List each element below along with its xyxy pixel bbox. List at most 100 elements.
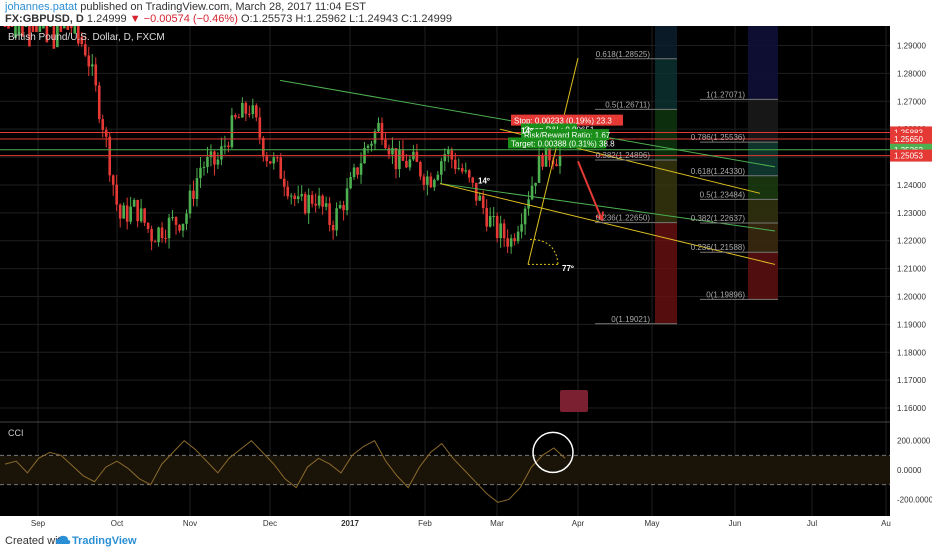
candle-body bbox=[398, 150, 401, 170]
fib-label: 1(1.27071) bbox=[706, 90, 745, 99]
price-tag-text: 1.25650 bbox=[894, 135, 923, 144]
channel-line-yellow-lower bbox=[439, 183, 776, 265]
time-tick: Jun bbox=[729, 519, 742, 528]
candle-body bbox=[143, 208, 146, 223]
candle-body bbox=[471, 177, 475, 183]
price-chart[interactable]: 0.618(1.28525) 0.5(1.26711) 0.382(1.24896)… bbox=[0, 26, 932, 531]
candle-body bbox=[146, 222, 150, 229]
fib-zone bbox=[655, 222, 677, 324]
candle-body bbox=[248, 113, 251, 115]
candle-body bbox=[558, 155, 562, 167]
candle-body bbox=[520, 224, 523, 232]
candle-body bbox=[101, 119, 105, 130]
candle-body bbox=[419, 161, 422, 177]
candle-body bbox=[136, 199, 139, 222]
fib-label: 0.618(1.28525) bbox=[596, 50, 651, 59]
candle-body bbox=[331, 224, 335, 231]
candle-body bbox=[38, 26, 42, 32]
candle-body bbox=[352, 167, 356, 178]
candle-body bbox=[450, 150, 454, 160]
candle-body bbox=[164, 238, 167, 240]
publish-info: published on TradingView.com, March 28, … bbox=[77, 1, 366, 13]
time-tick: Sep bbox=[31, 519, 46, 528]
candle-body bbox=[384, 139, 387, 149]
candle-body bbox=[209, 151, 213, 158]
candle-body bbox=[265, 156, 269, 162]
candle-body bbox=[188, 190, 192, 214]
candle-body bbox=[537, 154, 541, 183]
fib-label: 0(1.19021) bbox=[611, 315, 650, 324]
created-with-text: Created with bbox=[5, 535, 67, 547]
candle-body bbox=[373, 131, 377, 144]
chart-title: British Pound/U.S. Dollar, D, FXCM bbox=[8, 32, 165, 43]
candle-body bbox=[192, 190, 195, 199]
candle-body bbox=[307, 194, 310, 214]
candle-body bbox=[380, 122, 384, 140]
candle-body bbox=[453, 159, 457, 170]
candle-body bbox=[77, 26, 80, 44]
price-tick: 1.27000 bbox=[897, 97, 926, 106]
candle-body bbox=[42, 26, 45, 29]
angle-label: 14º bbox=[478, 177, 490, 186]
candle-body bbox=[356, 167, 359, 175]
cci-line bbox=[4, 440, 566, 503]
fib-label: 0.236(1.21588) bbox=[691, 243, 746, 252]
candle-body bbox=[293, 195, 297, 200]
candle-body bbox=[255, 105, 258, 118]
candle-body bbox=[24, 26, 28, 27]
candle-body bbox=[485, 208, 488, 227]
candle-body bbox=[230, 115, 234, 148]
fib-zone bbox=[748, 26, 778, 100]
candle-body bbox=[132, 199, 136, 207]
candle-body bbox=[94, 64, 98, 86]
candle-body bbox=[324, 203, 328, 207]
candle-body bbox=[31, 26, 35, 32]
candle-body bbox=[478, 195, 482, 201]
fib-zone bbox=[748, 175, 778, 200]
candle-body bbox=[202, 167, 206, 169]
author-link[interactable]: johannes.patat bbox=[5, 1, 78, 13]
candle-body bbox=[115, 184, 118, 205]
time-tick: Dec bbox=[263, 519, 277, 528]
candle-body bbox=[460, 168, 464, 172]
candle-body bbox=[28, 26, 31, 47]
candle-body bbox=[328, 203, 331, 225]
candle-body bbox=[237, 117, 241, 119]
candle-body bbox=[433, 179, 436, 188]
fib-label: 0.382(1.22637) bbox=[691, 214, 746, 223]
candle-body bbox=[321, 195, 324, 207]
angle-label: 14º bbox=[521, 126, 533, 135]
candle-body bbox=[457, 168, 461, 170]
price-tick: 1.18000 bbox=[897, 348, 926, 357]
candle-body bbox=[262, 137, 265, 157]
fib-zone bbox=[655, 159, 677, 223]
candle-body bbox=[234, 115, 237, 118]
candle-body bbox=[14, 26, 17, 38]
candle-body bbox=[370, 143, 373, 146]
fib-zones bbox=[655, 26, 778, 324]
candle-body bbox=[377, 122, 380, 132]
candle-body bbox=[300, 194, 303, 197]
fib-label: 0.382(1.24896) bbox=[596, 151, 651, 160]
candle-body bbox=[241, 103, 244, 118]
candle-body bbox=[171, 217, 174, 219]
candle-body bbox=[516, 231, 520, 242]
candle-body bbox=[464, 170, 468, 172]
tradingview-link[interactable]: TradingView bbox=[72, 535, 137, 547]
candle-body bbox=[481, 195, 485, 209]
grid bbox=[0, 26, 890, 516]
candle-body bbox=[160, 227, 164, 239]
candle-body bbox=[391, 148, 394, 155]
candle-body bbox=[555, 164, 558, 167]
time-tick: 2017 bbox=[341, 519, 359, 528]
candle-body bbox=[80, 36, 84, 45]
chart-header: johannes.patat published on TradingView.… bbox=[0, 0, 932, 26]
candle-body bbox=[35, 26, 38, 33]
candle-body bbox=[139, 208, 143, 222]
candle-body bbox=[349, 177, 352, 189]
candle-body bbox=[56, 26, 59, 48]
fib-zone bbox=[655, 26, 677, 59]
fib-label: 0.5(1.23484) bbox=[700, 190, 746, 199]
fib-zone bbox=[748, 252, 778, 300]
candle-body bbox=[59, 26, 63, 32]
